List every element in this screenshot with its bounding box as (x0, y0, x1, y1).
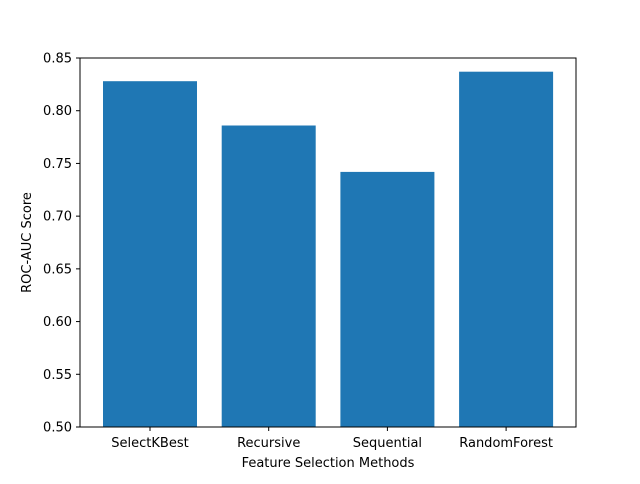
x-axis-ticks: SelectKBest Recursive Sequential RandomFore… (111, 427, 553, 451)
y-axis-label: ROC-AUC Score (20, 192, 35, 293)
x-tick-label: SelectKBest (111, 436, 188, 451)
x-tick-label: RandomForest (459, 436, 553, 451)
y-tick-label: 0.85 (43, 52, 72, 67)
bar-selectkbest (103, 81, 197, 427)
y-tick-label: 0.65 (43, 262, 72, 277)
bar-sequential (340, 171, 435, 427)
y-axis-ticks: 0.50 0.55 0.60 0.65 0.70 0.75 0.80 0.85 (43, 52, 80, 436)
x-axis-label: Feature Selection Methods (242, 456, 415, 471)
bar-randomforest (459, 71, 554, 427)
bars-group (103, 71, 554, 427)
plot-frame (79, 57, 577, 428)
x-tick-label: Sequential (353, 436, 422, 451)
y-tick-label: 0.55 (43, 368, 72, 383)
x-tick-label: Recursive (237, 436, 300, 451)
bar-recursive (221, 125, 316, 427)
y-tick-label: 0.70 (43, 210, 72, 225)
y-tick-label: 0.75 (43, 157, 72, 172)
y-tick-label: 0.50 (43, 421, 72, 436)
y-tick-label: 0.60 (43, 315, 72, 330)
y-tick-label: 0.80 (43, 104, 72, 119)
